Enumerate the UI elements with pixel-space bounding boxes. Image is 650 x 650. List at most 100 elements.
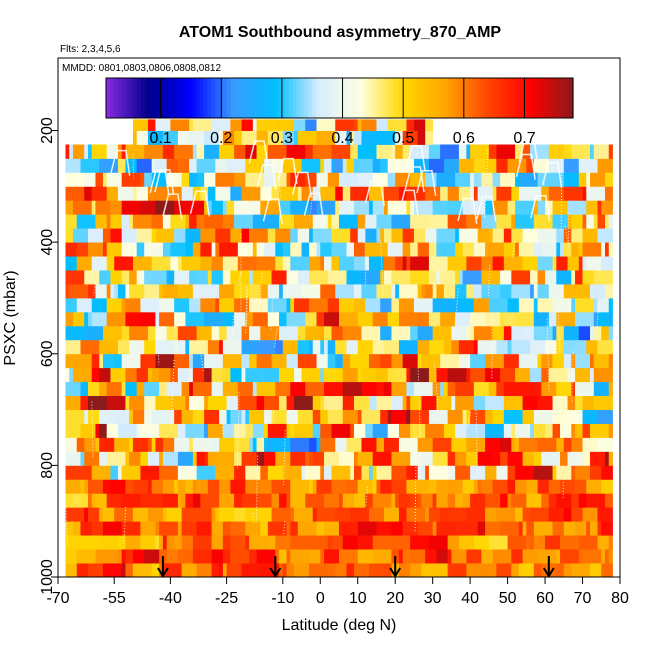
heatmap-cell: [324, 493, 340, 508]
colorbar-segment: [238, 78, 243, 118]
sample-trace: [91, 401, 94, 459]
colorbar-segment: [471, 78, 477, 118]
heatmap-cell: [297, 186, 302, 201]
sample-trace: [530, 194, 551, 221]
heatmap-cell: [87, 311, 93, 327]
heatmap-cell: [125, 381, 138, 397]
heatmap-cell: [211, 367, 224, 383]
heatmap-cell: [496, 339, 508, 355]
colorbar-segment: [133, 78, 138, 118]
heatmap-cell: [541, 381, 557, 397]
heatmap-cell: [425, 228, 437, 243]
heatmap-cell: [316, 479, 332, 494]
heatmap-cell: [207, 423, 224, 438]
heatmap-cell: [290, 479, 310, 494]
heatmap-cell: [447, 256, 467, 271]
heatmap-cell: [222, 423, 235, 438]
heatmap-cell: [485, 158, 497, 173]
heatmap-cell: [406, 200, 411, 215]
heatmap-cell: [533, 521, 553, 536]
heatmap-cell: [271, 437, 291, 452]
heatmap-cell: [503, 381, 523, 397]
heatmap-cell: [590, 325, 595, 341]
heatmap-cell: [159, 284, 164, 299]
heatmap-cell: [533, 242, 542, 257]
heatmap-cell: [477, 339, 497, 355]
heatmap-cell: [312, 214, 329, 229]
heatmap-cell: [522, 549, 538, 564]
heatmap-cell: [331, 256, 340, 271]
heatmap-cell: [155, 437, 164, 452]
heatmap-cell: [256, 339, 276, 355]
heatmap-cell: [211, 256, 224, 271]
colorbar-segment: [487, 78, 492, 118]
heatmap-cell: [114, 353, 123, 369]
heatmap-cell: [575, 270, 583, 285]
heatmap-cell: [91, 186, 108, 201]
heatmap-cell: [234, 311, 246, 327]
sample-trace: [475, 410, 478, 477]
heatmap-cell: [575, 353, 591, 369]
heatmap-cell: [237, 256, 257, 271]
heatmap-cell: [95, 200, 111, 215]
heatmap-cell: [125, 144, 130, 159]
heatmap-cell: [406, 395, 411, 410]
heatmap-cell: [327, 339, 336, 355]
heatmap-cell: [339, 353, 344, 369]
heatmap-cell: [211, 549, 224, 564]
heatmap-cell: [222, 130, 235, 145]
heatmap-cell: [256, 242, 265, 257]
heatmap-cell: [125, 297, 141, 313]
heatmap-cell: [462, 270, 482, 285]
sample-trace: [398, 189, 419, 216]
heatmap-cell: [522, 325, 535, 341]
heatmap-cell: [601, 256, 613, 271]
heatmap-cell: [537, 297, 553, 313]
colorbar-segment: [429, 78, 434, 118]
heatmap-cell: [181, 535, 194, 550]
sample-trace: [189, 190, 210, 217]
heatmap-cell: [234, 493, 242, 508]
heatmap-cell: [320, 409, 329, 424]
heatmap-cell: [177, 479, 186, 494]
heatmap-cell: [503, 242, 516, 257]
heatmap-cell: [342, 214, 347, 229]
heatmap-cell: [204, 423, 209, 438]
heatmap-cell: [346, 437, 362, 452]
heatmap-cell: [69, 144, 74, 159]
heatmap-cell: [556, 437, 565, 452]
heatmap-cell: [425, 172, 437, 187]
heatmap-cell: [533, 325, 553, 341]
heatmap-cell: [608, 535, 613, 550]
heatmap-cell: [144, 549, 160, 564]
heatmap-cell: [425, 130, 434, 145]
heatmap-cell: [541, 242, 557, 257]
heatmap-cell: [219, 493, 235, 508]
heatmap-cell: [72, 200, 93, 215]
heatmap-cell: [215, 172, 235, 187]
heatmap-cell: [249, 437, 254, 452]
heatmap-cell: [605, 284, 613, 299]
colorbar-segment: [467, 78, 473, 118]
heatmap-cell: [485, 437, 501, 452]
heatmap-cell: [147, 493, 164, 508]
heatmap-cell: [290, 549, 310, 564]
heatmap-cell: [533, 563, 542, 578]
heatmap-cell: [65, 479, 81, 494]
heatmap-cell: [230, 521, 246, 536]
heatmap-cell: [65, 284, 70, 299]
heatmap-cell: [192, 479, 198, 494]
colorbar: [106, 78, 574, 118]
heatmap-cell: [530, 339, 546, 355]
sample-trace: [557, 294, 561, 355]
heatmap-cell: [80, 535, 100, 550]
colorbar-segment: [409, 78, 415, 118]
heatmap-cell: [511, 284, 531, 299]
heatmap-cell: [410, 200, 415, 215]
heatmap-cell: [372, 311, 389, 327]
heatmap-cell: [522, 451, 535, 466]
heatmap-cell: [226, 409, 231, 424]
heatmap-cell: [436, 479, 449, 494]
heatmap-cell: [185, 242, 194, 257]
heatmap-cell: [162, 535, 168, 550]
